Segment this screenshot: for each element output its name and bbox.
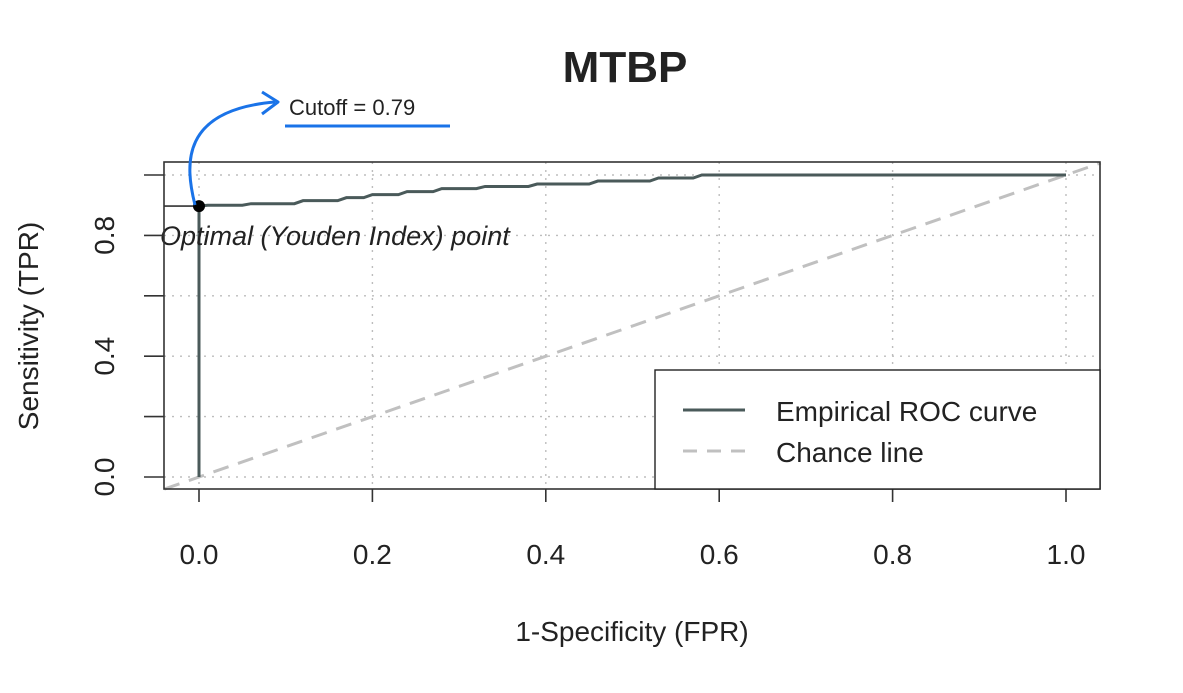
cutoff-label: Cutoff = 0.79: [289, 95, 415, 120]
chance-line: [163, 161, 1102, 491]
y-tick-label-0: 0.0: [89, 458, 120, 497]
roc-curve: [197, 173, 1066, 477]
chart-title: MTBP: [563, 43, 688, 92]
x-tick-label-2: 0.4: [526, 539, 565, 570]
legend: Empirical ROC curve Chance line: [654, 369, 1101, 490]
legend-label-roc: Empirical ROC curve: [776, 396, 1037, 427]
x-axis-label: 1-Specificity (FPR): [515, 616, 748, 647]
axes-layer: 0.0 0.2 0.4 0.6 0.8 1.0 0.0 0.4 0.8: [89, 174, 1086, 570]
legend-box: [654, 369, 1101, 490]
x-tick-label-4: 0.8: [873, 539, 912, 570]
x-tick-label-0: 0.0: [180, 539, 219, 570]
x-tick-label-3: 0.6: [700, 539, 739, 570]
x-tick-label-5: 1.0: [1047, 539, 1086, 570]
y-tick-label-1: 0.4: [89, 337, 120, 376]
y-tick-label-2: 0.8: [89, 216, 120, 255]
y-axis-label: Sensitivity (TPR): [13, 222, 44, 430]
plot-frame: [163, 161, 1101, 490]
cutoff-annotation: Cutoff = 0.79: [188, 90, 450, 206]
cutoff-arrowhead: [261, 90, 280, 116]
optimal-point-label: Optimal (Youden Index) point: [160, 221, 511, 251]
cutoff-arrow: [188, 100, 276, 206]
x-tick-label-1: 0.2: [353, 539, 392, 570]
legend-label-chance: Chance line: [776, 437, 924, 468]
